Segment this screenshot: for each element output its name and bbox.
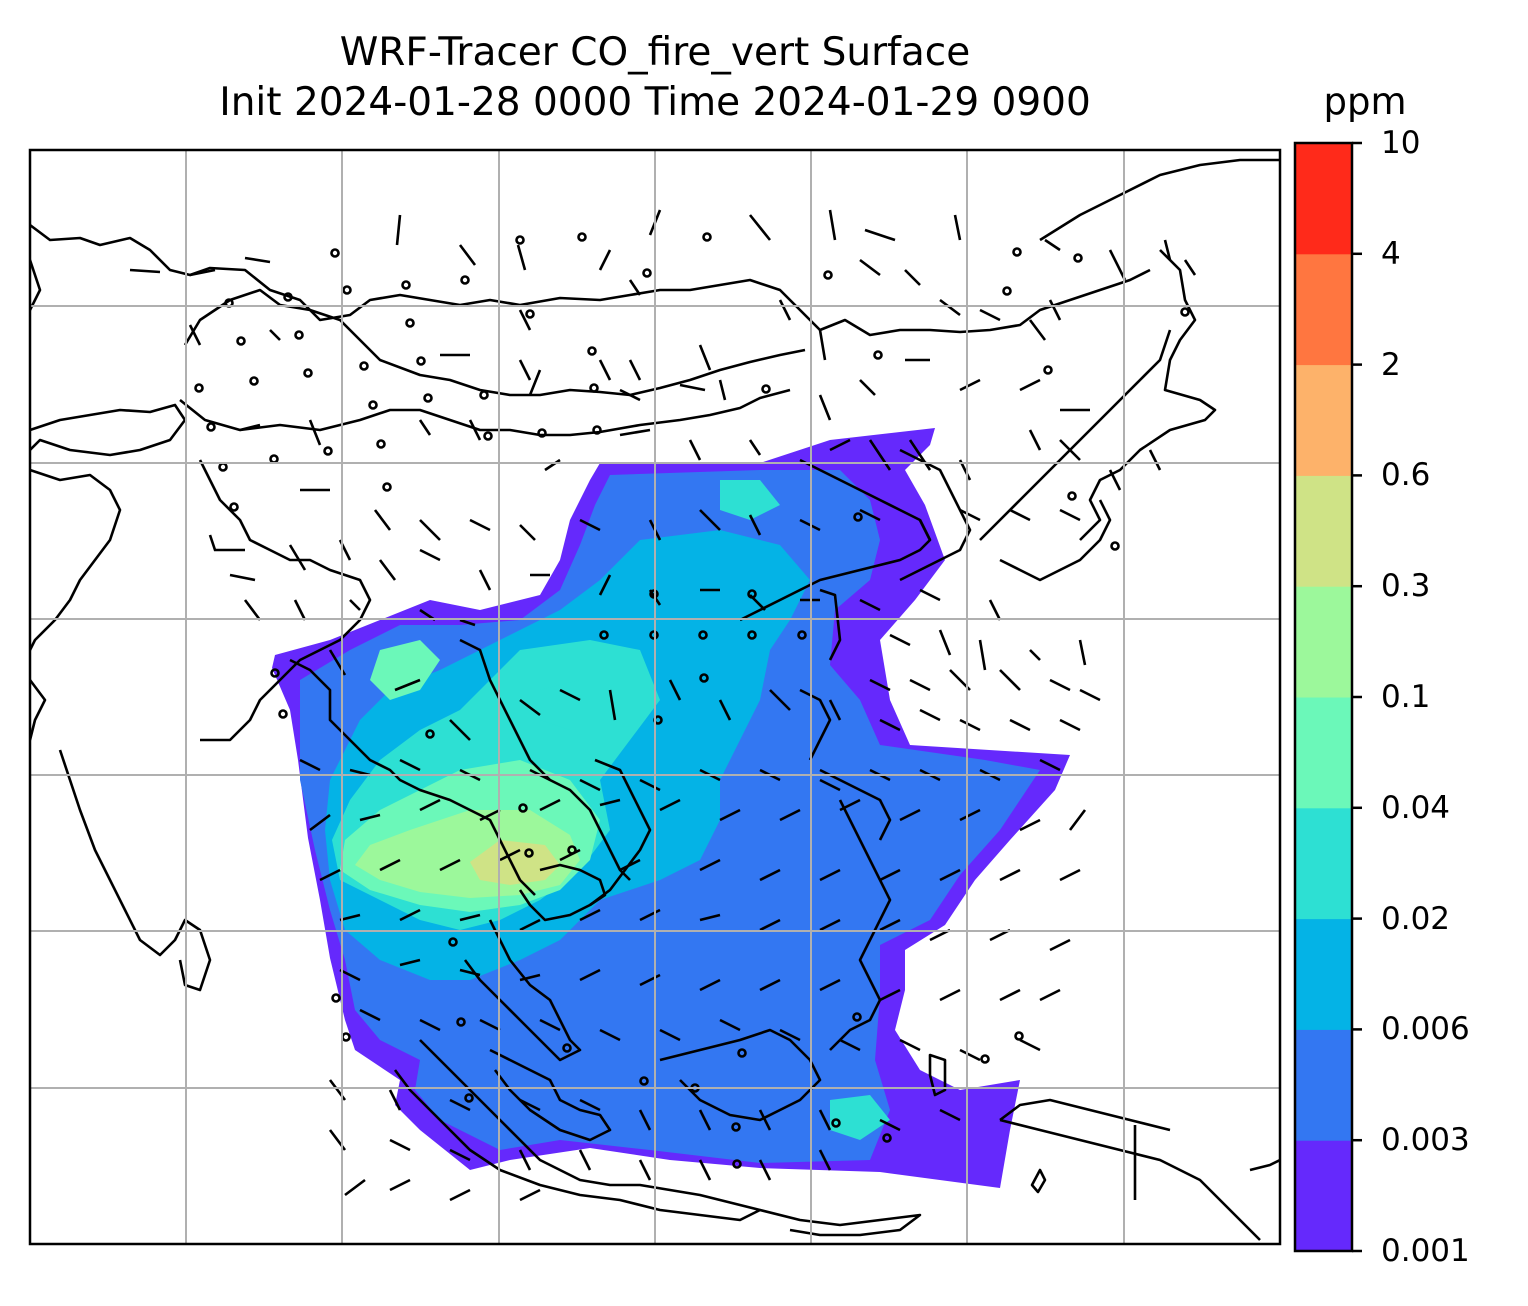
map-title: WRF-Tracer CO_fire_vert Surface Init 202… — [30, 28, 1280, 128]
colorbar-tick-label: 2 — [1381, 346, 1401, 383]
colorbar-tick-label: 0.6 — [1381, 457, 1431, 494]
title-line-1: WRF-Tracer CO_fire_vert Surface — [339, 30, 971, 75]
colorbar-swatch — [1295, 918, 1352, 1030]
title-line-2: Init 2024-01-28 0000 Time 2024-01-29 090… — [219, 80, 1091, 125]
gridlines — [30, 150, 1280, 1244]
colorbar-unit-label: ppm — [1323, 80, 1407, 123]
colorbar-tick-label: 0.006 — [1381, 1011, 1470, 1048]
colorbar-swatch — [1295, 697, 1352, 809]
colorbar-swatch — [1295, 143, 1352, 255]
colorbar — [1293, 141, 1362, 1253]
colorbar-tick-label: 4 — [1381, 235, 1401, 272]
colorbar-swatch — [1295, 586, 1352, 698]
colorbar-swatch — [1295, 253, 1352, 366]
colorbar-tick-label: 0.003 — [1381, 1122, 1470, 1159]
colorbar-swatch — [1295, 364, 1352, 476]
colorbar-swatch — [1295, 807, 1352, 920]
colorbar-tick-label: 0.3 — [1381, 568, 1431, 605]
colorbar-tick-label: 0.02 — [1381, 900, 1451, 937]
colorbar-tick-label: 0.04 — [1381, 789, 1451, 826]
colorbar-swatch — [1295, 1029, 1352, 1141]
coastlines — [30, 158, 1280, 1241]
map-frame — [28, 148, 1282, 1246]
wind-barbs — [129, 209, 1197, 1202]
colorbar-swatch — [1295, 475, 1352, 587]
colorbar-tick-label: 0.001 — [1381, 1233, 1470, 1269]
colorbar-tick-label: 10 — [1381, 125, 1421, 161]
colorbar-tick-label: 0.1 — [1381, 679, 1431, 715]
tracer-band-0.3 — [470, 840, 560, 885]
co-tracer-field — [272, 428, 1070, 1188]
calm-wind-markers — [194, 232, 1190, 1169]
colorbar-swatch — [1295, 1140, 1352, 1252]
